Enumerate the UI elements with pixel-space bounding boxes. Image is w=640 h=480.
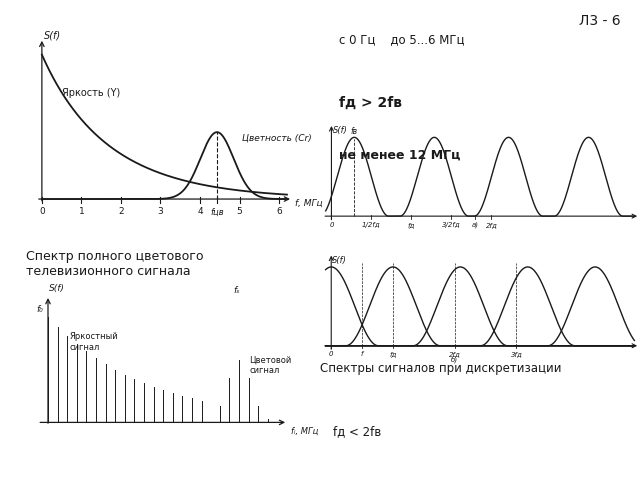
Text: не менее 12 МГц: не менее 12 МГц <box>339 149 461 162</box>
Text: Цветность (Cr): Цветность (Cr) <box>241 134 311 143</box>
Text: fд: fд <box>408 222 415 228</box>
Text: 2fд: 2fд <box>486 222 497 228</box>
Text: a): a) <box>472 222 479 228</box>
Text: Л3 - 6: Л3 - 6 <box>579 14 621 28</box>
Text: fцв: fцв <box>210 207 224 216</box>
Text: S(f): S(f) <box>333 126 348 135</box>
Text: 3fд: 3fд <box>511 351 522 357</box>
Text: fв: fв <box>351 127 358 136</box>
Text: 5: 5 <box>237 207 243 216</box>
Text: S(f): S(f) <box>44 31 61 41</box>
Text: 1: 1 <box>79 207 84 216</box>
Text: 3: 3 <box>157 207 163 216</box>
Text: 0: 0 <box>329 351 333 357</box>
Text: 2: 2 <box>118 207 124 216</box>
Text: S(f): S(f) <box>332 256 348 265</box>
Text: fₛ: fₛ <box>233 286 239 295</box>
Text: fд: fд <box>389 351 397 357</box>
Text: 0: 0 <box>329 222 333 228</box>
Text: fᵢ, МГц: fᵢ, МГц <box>291 427 318 436</box>
Text: S(f): S(f) <box>49 284 65 293</box>
Text: 0: 0 <box>39 207 45 216</box>
Text: Спектр полного цветового
телевизионного сигнала: Спектр полного цветового телевизионного … <box>26 250 203 277</box>
Text: fд < 2fв: fд < 2fв <box>333 425 381 438</box>
Text: б): б) <box>451 357 458 364</box>
Text: Яркостный
сигнал: Яркостный сигнал <box>69 332 118 352</box>
Text: 6: 6 <box>276 207 282 216</box>
Text: f: f <box>360 351 363 357</box>
Text: fд > 2fв: fд > 2fв <box>339 96 402 110</box>
Text: f, МГц: f, МГц <box>295 199 323 208</box>
Text: f₀: f₀ <box>36 305 44 314</box>
Text: 4: 4 <box>197 207 203 216</box>
Text: Спектры сигналов при дискретизации: Спектры сигналов при дискретизации <box>320 362 561 375</box>
Text: с 0 Гц    до 5...6 МГц: с 0 Гц до 5...6 МГц <box>339 34 465 47</box>
Text: Цветовой
сигнал: Цветовой сигнал <box>250 355 292 374</box>
Text: 3/2fд: 3/2fд <box>442 222 461 228</box>
Text: 2fд: 2fд <box>449 351 461 357</box>
Text: Яркость (Y): Яркость (Y) <box>61 88 120 97</box>
Text: 1/2fд: 1/2fд <box>362 222 381 228</box>
